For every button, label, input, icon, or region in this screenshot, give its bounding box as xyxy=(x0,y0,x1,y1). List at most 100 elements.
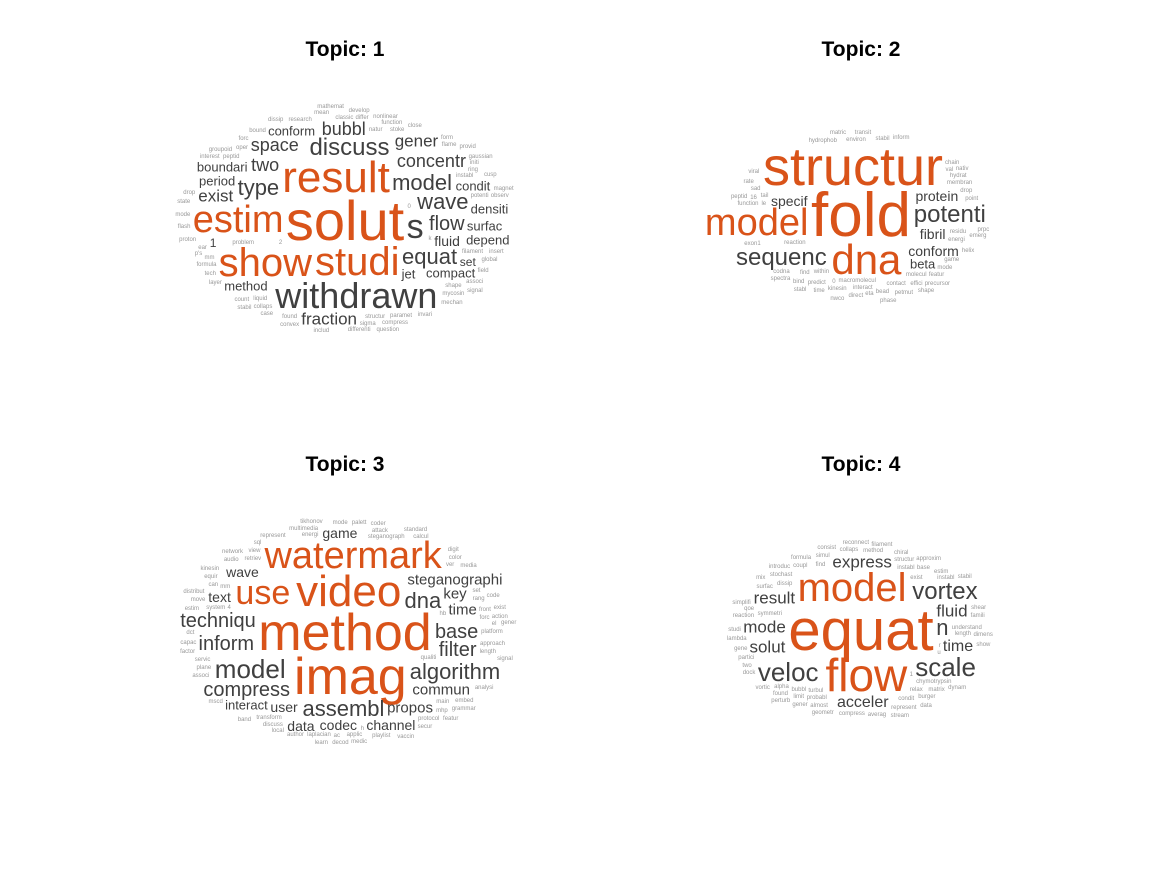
cloud-word: nonlinear xyxy=(373,114,398,121)
cloud-word: fluid xyxy=(936,601,968,621)
cloud-word: stabil xyxy=(957,574,972,581)
cloud-word: view xyxy=(248,548,261,555)
cloud-word: author xyxy=(286,732,304,739)
cloud-word: watermark xyxy=(264,535,442,578)
cloud-word: approach xyxy=(479,641,506,648)
cloud-word: case xyxy=(260,310,274,317)
cloud-word: base xyxy=(916,565,930,572)
cloud-word: 4 xyxy=(227,605,231,612)
cloud-word: insert xyxy=(489,248,504,255)
cloud-word: sad xyxy=(750,185,761,192)
panel-title: Topic: 2 xyxy=(821,38,901,61)
cloud-word: instabl xyxy=(937,575,955,582)
cloud-word: differ xyxy=(355,115,369,122)
cloud-word: multimedia xyxy=(289,525,319,532)
cloud-word: prpc xyxy=(977,226,990,233)
cloud-word: approxim xyxy=(916,556,941,563)
cloud-word: dissip xyxy=(268,116,284,123)
cloud-word: 0 xyxy=(832,278,836,285)
cloud-word: method xyxy=(224,278,268,294)
cloud-word: stoke xyxy=(390,126,405,133)
cloud-word: playlist xyxy=(372,732,391,739)
cloud-word: beta xyxy=(909,256,936,272)
cloud-word: energi xyxy=(301,532,319,539)
cloud-word: key xyxy=(443,585,467,603)
cloud-word: sigma xyxy=(359,320,376,327)
cloud-word: state xyxy=(177,198,191,205)
cloud-word: form xyxy=(441,135,453,142)
cloud-word: stream xyxy=(890,712,909,719)
cloud-word: averag xyxy=(867,711,887,718)
cloud-word: palett xyxy=(351,519,367,526)
cloud-word: mode xyxy=(175,211,191,218)
cloud-word: equat xyxy=(788,598,934,663)
cloud-word: petmut xyxy=(894,289,914,296)
cloud-word: commun xyxy=(412,681,470,699)
cloud-word: analysi xyxy=(474,684,494,691)
cloud-word: mycosin xyxy=(442,291,465,298)
cloud-word: 1 xyxy=(909,671,913,678)
cloud-word: sequenc xyxy=(735,243,827,271)
cloud-word: space xyxy=(250,135,299,156)
cloud-word: decod xyxy=(332,740,349,747)
cloud-word: surfac xyxy=(756,583,773,590)
cloud-word: steganograph xyxy=(367,534,405,541)
cloud-word: famili xyxy=(970,612,985,619)
cloud-word: paramet xyxy=(390,312,413,319)
cloud-word: sql xyxy=(253,539,262,546)
cloud-word: liquid xyxy=(253,296,268,303)
cloud-word: close xyxy=(407,122,422,129)
cloud-word: exist xyxy=(493,604,506,611)
cloud-word: differenti xyxy=(347,326,371,333)
cloud-word: exist xyxy=(198,186,234,206)
wordcloud-panel-topic-4: Topic: 4 equat flow model veloc scale vortex n… xyxy=(676,453,1046,787)
cloud-word: u xyxy=(937,649,941,656)
cloud-word: reaction xyxy=(784,240,806,247)
cloud-word: fluid xyxy=(434,232,460,249)
cloud-word: wave xyxy=(226,564,259,581)
cloud-word: helix xyxy=(961,248,975,255)
cloud-word: game xyxy=(322,525,358,542)
cloud-word: bubbl xyxy=(321,119,366,140)
cloud-word: condit xyxy=(898,696,915,703)
cloud-word: data xyxy=(287,717,315,734)
wordcloud-panel-topic-2: Topic: 2 fold structur dna model potenti sequ… xyxy=(676,38,1046,358)
cloud-word: mhp xyxy=(436,707,448,714)
cloud-word: transit xyxy=(854,130,872,137)
cloud-word: effici xyxy=(910,280,923,287)
cloud-word: includ xyxy=(313,327,330,334)
panel-title: Topic: 3 xyxy=(305,453,385,476)
cloud-word: research xyxy=(288,117,312,124)
cloud-word: gaussian xyxy=(468,153,493,160)
cloud-word: collaps xyxy=(839,546,859,553)
cloud-word: scale xyxy=(915,652,976,683)
cloud-word: ac xyxy=(333,732,340,739)
cloud-word: spectra xyxy=(770,276,791,283)
cloud-word: provid xyxy=(459,143,476,150)
cloud-word: proton xyxy=(179,237,197,244)
cloud-word: turbul xyxy=(808,687,824,694)
cloud-word: cusp xyxy=(483,171,497,178)
cloud-word: medic xyxy=(351,738,368,745)
cloud-word: partici xyxy=(738,654,755,661)
cloud-word: front xyxy=(478,606,491,613)
cloud-word: jet xyxy=(401,266,416,282)
cloud-word: specif xyxy=(770,193,808,210)
cloud-word: tech xyxy=(204,271,216,278)
cloud-word: predict xyxy=(807,280,826,287)
cloud-word: algorithm xyxy=(409,659,501,685)
cloud-word: concentr xyxy=(396,150,466,171)
cloud-word: two xyxy=(251,155,280,176)
cloud-word: flame xyxy=(441,142,457,149)
cloud-word: vaccin xyxy=(397,734,415,741)
cloud-word: estim xyxy=(184,605,200,612)
cloud-word: wave xyxy=(417,188,469,214)
cloud-word: method xyxy=(863,547,884,554)
cloud-word: function xyxy=(381,120,403,127)
cloud-word: interest xyxy=(199,153,220,160)
cloud-word: 1 xyxy=(209,236,217,251)
cloud-word: result xyxy=(282,153,390,203)
cloud-word: standard xyxy=(403,527,428,534)
cloud-word: global xyxy=(481,256,498,263)
cloud-word: kinesin xyxy=(200,565,220,572)
